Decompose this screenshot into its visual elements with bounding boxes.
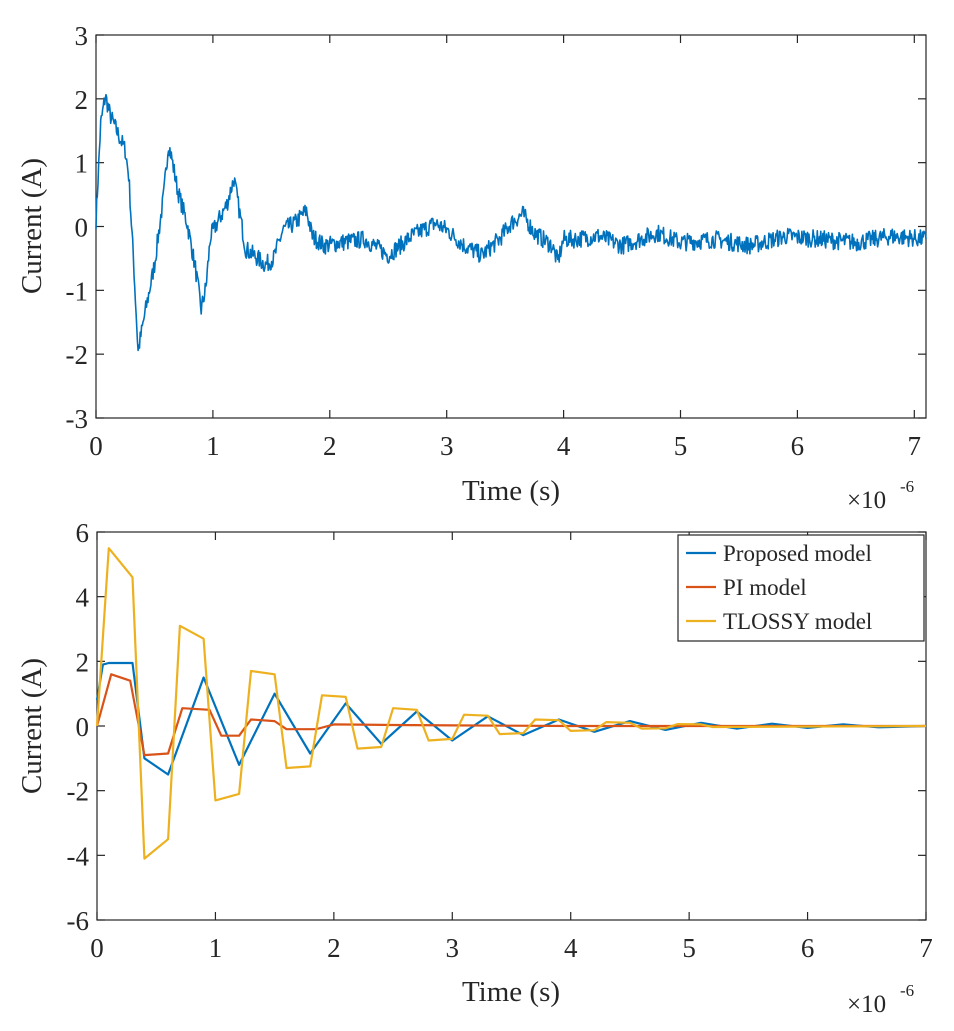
x-tick-label: 6 (791, 431, 805, 461)
x-tick-label: 2 (323, 431, 337, 461)
x-tick-label: 0 (89, 431, 103, 461)
legend-entry-proposed-model: Proposed model (686, 541, 872, 566)
bottom-chart-x-multiplier: ×10 -6 (847, 981, 914, 1018)
y-tick-label: -4 (67, 841, 90, 871)
y-tick-label: 4 (76, 583, 90, 613)
x-tick-label: 1 (206, 431, 220, 461)
y-tick-label: 6 (76, 518, 90, 548)
top-chart-x-multiplier-exponent: -6 (900, 477, 914, 496)
top-chart-x-axis-label: Time (s) (462, 475, 560, 507)
bottom-chart-legend: Proposed model PI model TLOSSY model (677, 534, 925, 642)
x-tick-label: 3 (446, 933, 460, 963)
legend-label-tlossy-model: TLOSSY model (723, 609, 872, 634)
bottom-chart-x-multiplier-base: ×10 (847, 991, 886, 1018)
y-tick-label: -1 (66, 276, 89, 306)
x-tick-label: 6 (801, 933, 815, 963)
x-tick-label: 4 (557, 431, 571, 461)
series-line-trace-0 (95, 93, 927, 352)
y-tick-label: 0 (76, 712, 90, 742)
x-tick-label: 5 (674, 431, 688, 461)
y-tick-label: 3 (75, 21, 89, 51)
x-tick-label: 5 (682, 933, 696, 963)
bottom-chart: 0 1 2 3 4 5 6 7 -6 -4 -2 0 2 4 6 Time (s) Current (A)… (16, 518, 933, 1018)
x-tick-label: 2 (327, 933, 341, 963)
y-tick-label: -2 (66, 340, 89, 370)
y-tick-label: -2 (67, 777, 90, 807)
top-chart: 0 1 2 3 4 5 6 7 -3 -2 -1 0 1 2 3 Time (s) Current (A)… (16, 21, 927, 514)
legend-label-proposed-model: Proposed model (723, 541, 872, 566)
y-tick-label: 2 (76, 647, 90, 677)
x-tick-label: 4 (564, 933, 578, 963)
legend-label-pi-model: PI model (723, 575, 807, 600)
y-tick-label: -6 (67, 906, 90, 936)
top-chart-y-axis-label: Current (A) (16, 158, 48, 294)
y-tick-label: -3 (66, 404, 89, 434)
x-tick-label: 3 (440, 431, 454, 461)
x-tick-label: 7 (919, 933, 933, 963)
y-tick-label: 1 (75, 149, 89, 179)
x-tick-label: 1 (209, 933, 223, 963)
y-tick-label: 0 (75, 213, 89, 243)
bottom-chart-y-axis-label: Current (A) (16, 658, 48, 794)
legend-entry-tlossy-model: TLOSSY model (686, 609, 872, 634)
legend-box (677, 534, 925, 642)
x-tick-label: 7 (908, 431, 922, 461)
top-chart-x-multiplier: ×10 -6 (847, 477, 914, 514)
series-line-pi-model (95, 673, 926, 757)
top-chart-x-multiplier-base: ×10 (847, 487, 886, 514)
bottom-chart-x-axis-label: Time (s) (462, 976, 560, 1008)
series-line-tlossy-model (95, 547, 927, 860)
x-tick-label: 0 (90, 933, 104, 963)
y-tick-label: 2 (75, 85, 89, 115)
legend-entry-pi-model: PI model (686, 575, 807, 600)
bottom-chart-x-multiplier-exponent: -6 (900, 981, 914, 1000)
